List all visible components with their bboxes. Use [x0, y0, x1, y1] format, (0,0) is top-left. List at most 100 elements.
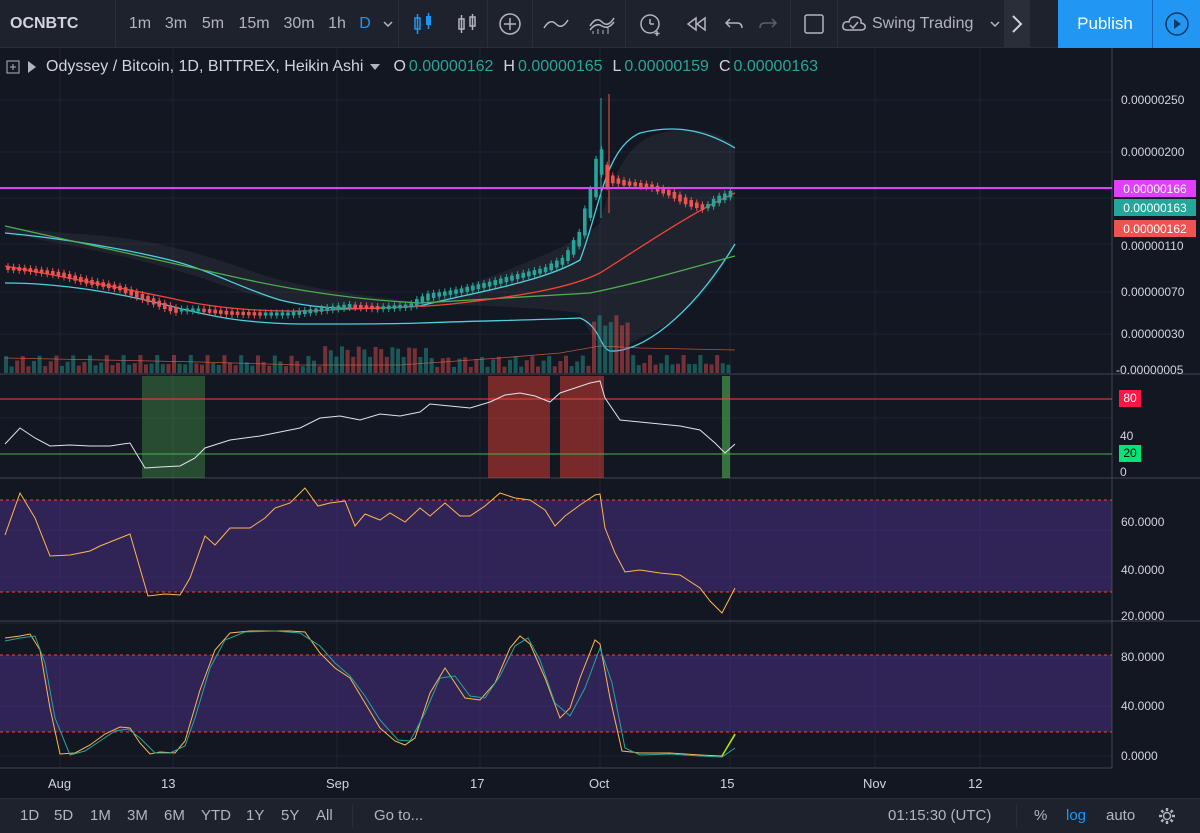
rsi-line	[4, 380, 736, 469]
candle-body	[73, 275, 77, 281]
redo-icon[interactable]	[752, 0, 784, 48]
goto-button[interactable]: Go to...	[374, 807, 424, 824]
range-YTD[interactable]: YTD	[201, 807, 231, 824]
volume-bar	[418, 356, 423, 373]
candle-body	[504, 277, 509, 283]
candle-body	[319, 307, 324, 312]
interval-1m[interactable]: 1m	[128, 14, 152, 32]
interval-dropdown-icon[interactable]	[378, 0, 398, 48]
candle-body	[269, 312, 273, 316]
volume-bar	[138, 355, 143, 373]
candle-body	[611, 175, 615, 184]
compare-icon[interactable]	[533, 0, 579, 48]
chart-grid	[0, 48, 1112, 768]
add-indicator-icon[interactable]	[488, 0, 532, 48]
legend-title[interactable]: Odyssey / Bitcoin, 1D, BITTREX, Heikin A…	[46, 58, 364, 75]
candle-body	[672, 191, 677, 199]
rsi-tick: 40	[1120, 429, 1134, 443]
candle-body	[67, 274, 72, 280]
candle-body	[375, 306, 380, 310]
candle-body	[616, 178, 621, 184]
oversold-zone	[142, 376, 205, 478]
volume-bar	[429, 357, 434, 373]
volume-bar	[110, 365, 115, 373]
log-toggle[interactable]: log	[1066, 807, 1087, 824]
interval-3m[interactable]: 3m	[164, 14, 188, 32]
chevron-right-icon[interactable]	[1004, 0, 1030, 48]
volume-bar	[88, 355, 92, 373]
candle-body	[325, 307, 329, 312]
flag-icon[interactable]	[26, 60, 38, 74]
candle-body	[459, 288, 464, 293]
legend-dropdown-icon[interactable]	[369, 63, 381, 71]
percent-toggle[interactable]: %	[1034, 807, 1048, 824]
play-icon[interactable]	[1152, 0, 1200, 48]
volume-bar	[468, 366, 473, 373]
range-5D[interactable]: 5D	[54, 807, 74, 824]
volume-bar	[312, 360, 316, 373]
range-6M[interactable]: 6M	[164, 807, 185, 824]
interval-15m[interactable]: 15m	[238, 14, 270, 32]
candle-body	[560, 257, 565, 265]
bollinger-lower-line	[4, 243, 736, 352]
symbol-search[interactable]: OCNBTC	[0, 0, 116, 48]
volume-bar	[222, 355, 227, 373]
candles	[6, 94, 733, 319]
volume-bar	[726, 364, 731, 373]
volume-bar	[244, 362, 249, 373]
osc2-tick: 0.0000	[1121, 749, 1158, 763]
fullscreen-icon[interactable]	[791, 0, 837, 48]
chart-style-icon[interactable]	[447, 0, 487, 48]
auto-toggle[interactable]: auto	[1106, 807, 1136, 824]
candle-body	[689, 200, 693, 207]
range-1Y[interactable]: 1Y	[246, 807, 265, 824]
chart-canvas[interactable]	[0, 48, 1200, 798]
indicators-icon[interactable]	[579, 0, 625, 48]
interval-30m[interactable]: 30m	[283, 14, 315, 32]
volume-bar	[524, 360, 529, 373]
collapse-icon[interactable]	[6, 60, 20, 74]
volume-bar	[496, 356, 501, 373]
volume-bar	[160, 364, 165, 373]
candle-body	[342, 304, 346, 309]
cloud-icon[interactable]	[838, 0, 870, 48]
candle-body	[107, 283, 111, 289]
interval-5m[interactable]: 5m	[201, 14, 225, 32]
rsi-upper-tag: 80	[1119, 390, 1141, 407]
price-tick: 0.00000070	[1121, 285, 1185, 299]
volume-bar	[463, 357, 468, 373]
settings-gear-icon[interactable]	[1158, 807, 1176, 825]
volume-bar	[575, 361, 580, 373]
range-All[interactable]: All	[316, 807, 333, 824]
interval-D[interactable]: D	[359, 14, 371, 32]
range-5Y[interactable]: 5Y	[281, 807, 300, 824]
utc-clock[interactable]: 01:15:30 (UTC)	[888, 807, 992, 824]
range-1D[interactable]: 1D	[20, 807, 40, 824]
layout-name[interactable]: Swing Trading	[872, 14, 974, 32]
candle-body	[17, 267, 21, 271]
layout-dropdown-icon[interactable]	[986, 0, 1004, 48]
replay-icon[interactable]	[676, 0, 716, 48]
candle-body	[56, 271, 61, 276]
top-toolbar: OCNBTC 1m 3m 5m 15m 30m 1h D Sw	[0, 0, 1200, 48]
range-3M[interactable]: 3M	[127, 807, 148, 824]
alert-clock-icon[interactable]	[626, 0, 676, 48]
time-tick: Sep	[326, 776, 350, 791]
candle-body	[723, 193, 727, 201]
candle-body	[230, 311, 234, 315]
interval-1h[interactable]: 1h	[328, 14, 346, 32]
range-1M[interactable]: 1M	[90, 807, 111, 824]
volume-bar	[569, 366, 574, 373]
candle-body	[515, 274, 520, 280]
candle-body	[101, 282, 105, 287]
candles-icon[interactable]	[399, 0, 447, 48]
volume-bar	[692, 364, 697, 373]
volume-bar	[300, 366, 305, 373]
volume-bar	[491, 359, 496, 373]
undo-icon[interactable]	[716, 0, 752, 48]
publish-button[interactable]: Publish	[1058, 0, 1152, 48]
candle-body	[168, 305, 173, 312]
time-tick: Oct	[589, 776, 610, 791]
volume-bar	[239, 355, 244, 373]
volume-bar	[82, 362, 87, 373]
